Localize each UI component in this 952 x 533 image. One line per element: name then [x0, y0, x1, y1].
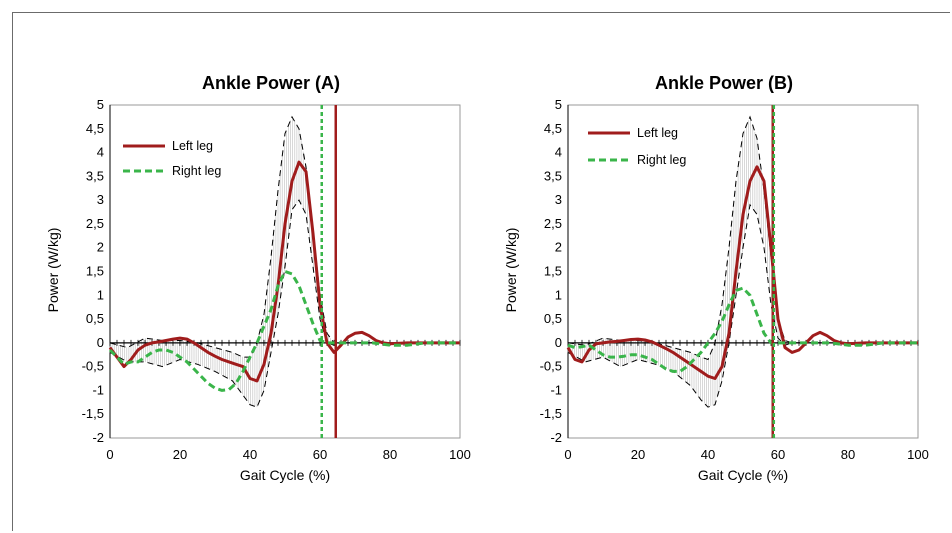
legend: Left leg Right leg: [588, 126, 686, 167]
legend-label-left-leg: Left leg: [637, 126, 678, 140]
x-tick-label: 80: [383, 447, 397, 462]
x-tick-label: 60: [313, 447, 327, 462]
plot-frame: [567, 104, 919, 439]
y-tick-label: -2: [550, 430, 562, 445]
plot-frame: [109, 104, 461, 439]
band-upper-line: [109, 115, 460, 358]
legend: Left leg Right leg: [123, 139, 221, 178]
chart-ankle-power-b: Ankle Power (B) Gait Cycle (%) Power (W/…: [503, 73, 929, 483]
y-tick-label: -0,5: [540, 359, 562, 374]
x-tick-label: 0: [564, 447, 571, 462]
y-tick-label: 5: [97, 97, 104, 112]
figure-frame: [12, 12, 950, 531]
y-tick-label: -1,5: [82, 406, 104, 421]
y-tick-label: 4,5: [86, 121, 104, 136]
series-line-left-leg: [108, 160, 460, 383]
x-tick-label: 80: [841, 447, 855, 462]
y-tick-label: 4: [555, 145, 562, 160]
series-line-left-leg: [566, 165, 918, 380]
variability-band: [109, 118, 338, 408]
y-tick-label: 3: [555, 192, 562, 207]
x-tick-label: 0: [106, 447, 113, 462]
y-tick-label: -2: [92, 430, 104, 445]
y-tick-label: 0: [555, 335, 562, 350]
x-tick-label: 100: [907, 447, 929, 462]
x-tick-label: 20: [173, 447, 187, 462]
y-tick-label: 5: [555, 97, 562, 112]
y-tick-label: 3,5: [86, 168, 104, 183]
band-lower-line: [567, 203, 918, 408]
x-axis-title: Gait Cycle (%): [698, 467, 788, 483]
band-upper-line: [567, 115, 918, 361]
plot-area: [566, 104, 919, 439]
legend-label-right-leg: Right leg: [637, 153, 686, 167]
x-tick-label: 60: [771, 447, 785, 462]
series-line-right-leg: [567, 286, 918, 373]
y-tick-label: 2,5: [544, 216, 562, 231]
y-tick-label: 1,5: [544, 264, 562, 279]
y-tick-label: -1,5: [540, 406, 562, 421]
y-tick-label: -1: [92, 382, 104, 397]
x-tick-label: 20: [631, 447, 645, 462]
x-tick-label: 40: [701, 447, 715, 462]
chart-title: Ankle Power (A): [202, 73, 340, 93]
y-tick-label: 4: [97, 145, 104, 160]
chart-ankle-power-a: Ankle Power (A) Gait Cycle (%) Power (W/…: [45, 73, 471, 483]
y-tick-label: 0: [97, 335, 104, 350]
y-tick-label: 0,5: [86, 311, 104, 326]
y-tick-label: 2: [555, 240, 562, 255]
y-tick-label: 2: [97, 240, 104, 255]
y-tick-label: 2,5: [86, 216, 104, 231]
legend-label-left-leg: Left leg: [172, 139, 213, 153]
y-axis-title: Power (W/kg): [45, 228, 61, 313]
y-tick-label: 1,5: [86, 264, 104, 279]
y-tick-label: 0,5: [544, 311, 562, 326]
x-tick-label: 40: [243, 447, 257, 462]
y-tick-label: -0,5: [82, 359, 104, 374]
series-line-right-leg: [108, 270, 460, 392]
y-tick-label: 3,5: [544, 168, 562, 183]
y-tick-label: 3: [97, 192, 104, 207]
plot-area: [108, 104, 461, 439]
x-axis-title: Gait Cycle (%): [240, 467, 330, 483]
y-axis-title: Power (W/kg): [503, 228, 519, 313]
y-tick-label: -1: [550, 382, 562, 397]
y-tick-label: 1: [555, 287, 562, 302]
chart-title: Ankle Power (B): [655, 73, 793, 93]
x-tick-label: 100: [449, 447, 471, 462]
y-tick-label: 1: [97, 287, 104, 302]
legend-label-right-leg: Right leg: [172, 164, 221, 178]
y-tick-label: 4,5: [544, 121, 562, 136]
